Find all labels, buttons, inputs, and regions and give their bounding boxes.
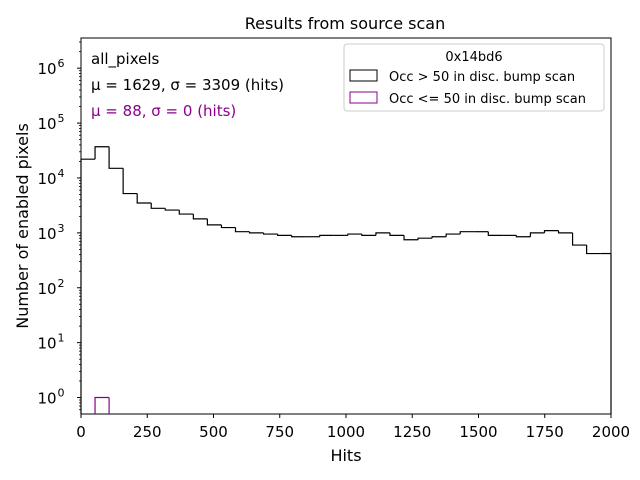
x-tick-label: 2000 bbox=[592, 423, 630, 441]
histogram-bin bbox=[234, 227, 250, 233]
chart-title: Results from source scan bbox=[245, 14, 445, 33]
histogram-bin bbox=[586, 245, 601, 255]
annotation-stats-black: μ = 1629, σ = 3309 (hits) bbox=[91, 76, 284, 94]
annotation-stats-purple: μ = 88, σ = 0 (hits) bbox=[91, 102, 236, 120]
histogram-bin bbox=[192, 214, 208, 220]
x-tick-label: 750 bbox=[265, 423, 294, 441]
histogram-bin bbox=[375, 232, 390, 236]
histogram-bin bbox=[431, 236, 447, 239]
x-tick-label: 500 bbox=[199, 423, 228, 441]
histogram-bin bbox=[417, 237, 433, 240]
histogram-bin bbox=[262, 232, 278, 235]
histogram-bin bbox=[487, 231, 503, 236]
histogram-bin bbox=[459, 231, 475, 235]
histogram-bin bbox=[136, 193, 152, 204]
histogram-bin bbox=[164, 208, 180, 211]
histogram-bin bbox=[291, 235, 306, 238]
series-layer bbox=[80, 146, 612, 414]
x-axis-label: Hits bbox=[330, 446, 361, 465]
y-tick-label: 102 bbox=[37, 277, 64, 298]
series-occ-at-or-below-50 bbox=[94, 396, 110, 414]
histogram-bin bbox=[94, 396, 110, 414]
histogram-bin bbox=[543, 229, 559, 233]
histogram-bin bbox=[515, 235, 531, 238]
y-tick-label: 106 bbox=[37, 57, 64, 78]
histogram-bin bbox=[108, 146, 124, 169]
series-occ-above-50 bbox=[80, 146, 612, 414]
histogram-bin bbox=[248, 231, 264, 234]
y-tick-label: 100 bbox=[37, 387, 64, 408]
histogram-bin bbox=[220, 224, 236, 229]
y-axis-label: Number of enabled pixels bbox=[13, 123, 32, 329]
histogram-bin bbox=[94, 146, 110, 160]
histogram-bin bbox=[150, 202, 166, 209]
histogram-bin bbox=[206, 218, 222, 226]
histogram-bin bbox=[445, 233, 461, 237]
histogram-bin bbox=[361, 234, 376, 236]
x-tick-label: 0 bbox=[76, 423, 86, 441]
x-axis: 0 250 500 750 1000 1250 1500 1750 2000 bbox=[76, 414, 630, 441]
y-tick-label: 104 bbox=[37, 167, 64, 188]
x-tick-label: 1500 bbox=[459, 423, 497, 441]
annotation-name: all_pixels bbox=[91, 50, 160, 69]
legend: 0x14bd6 Occ > 50 in disc. bump scan Occ … bbox=[343, 43, 605, 112]
histogram-bin bbox=[403, 235, 419, 241]
histogram-bin bbox=[529, 232, 545, 237]
y-axis: 100 101 102 103 104 105 106 bbox=[37, 41, 81, 411]
legend-entry-black: Occ > 50 in disc. bump scan bbox=[389, 70, 575, 85]
x-tick-label: 1000 bbox=[327, 423, 365, 441]
legend-box bbox=[343, 43, 605, 112]
y-tick-label: 103 bbox=[37, 222, 64, 243]
histogram-bin bbox=[80, 158, 96, 414]
legend-title: 0x14bd6 bbox=[445, 50, 502, 65]
x-tick-label: 1250 bbox=[393, 423, 431, 441]
histogram-bin bbox=[277, 234, 292, 236]
histogram-bin bbox=[122, 168, 138, 195]
y-tick-label: 105 bbox=[37, 112, 64, 133]
legend-entry-purple: Occ <= 50 in disc. bump scan bbox=[389, 92, 586, 107]
histogram-bin bbox=[571, 232, 587, 246]
histogram-bin bbox=[178, 210, 194, 215]
histogram-bin bbox=[389, 232, 405, 236]
x-tick-label: 250 bbox=[133, 423, 162, 441]
y-tick-label: 101 bbox=[37, 332, 64, 353]
histogram-bin bbox=[319, 234, 334, 237]
x-tick-label: 1750 bbox=[526, 423, 564, 441]
legend-swatch-purple bbox=[349, 91, 378, 104]
histogram-bin bbox=[557, 230, 573, 234]
stats-annotations: all_pixels μ = 1629, σ = 3309 (hits) μ =… bbox=[91, 50, 284, 120]
histogram-bin bbox=[347, 233, 362, 236]
legend-swatch-black bbox=[349, 69, 378, 82]
